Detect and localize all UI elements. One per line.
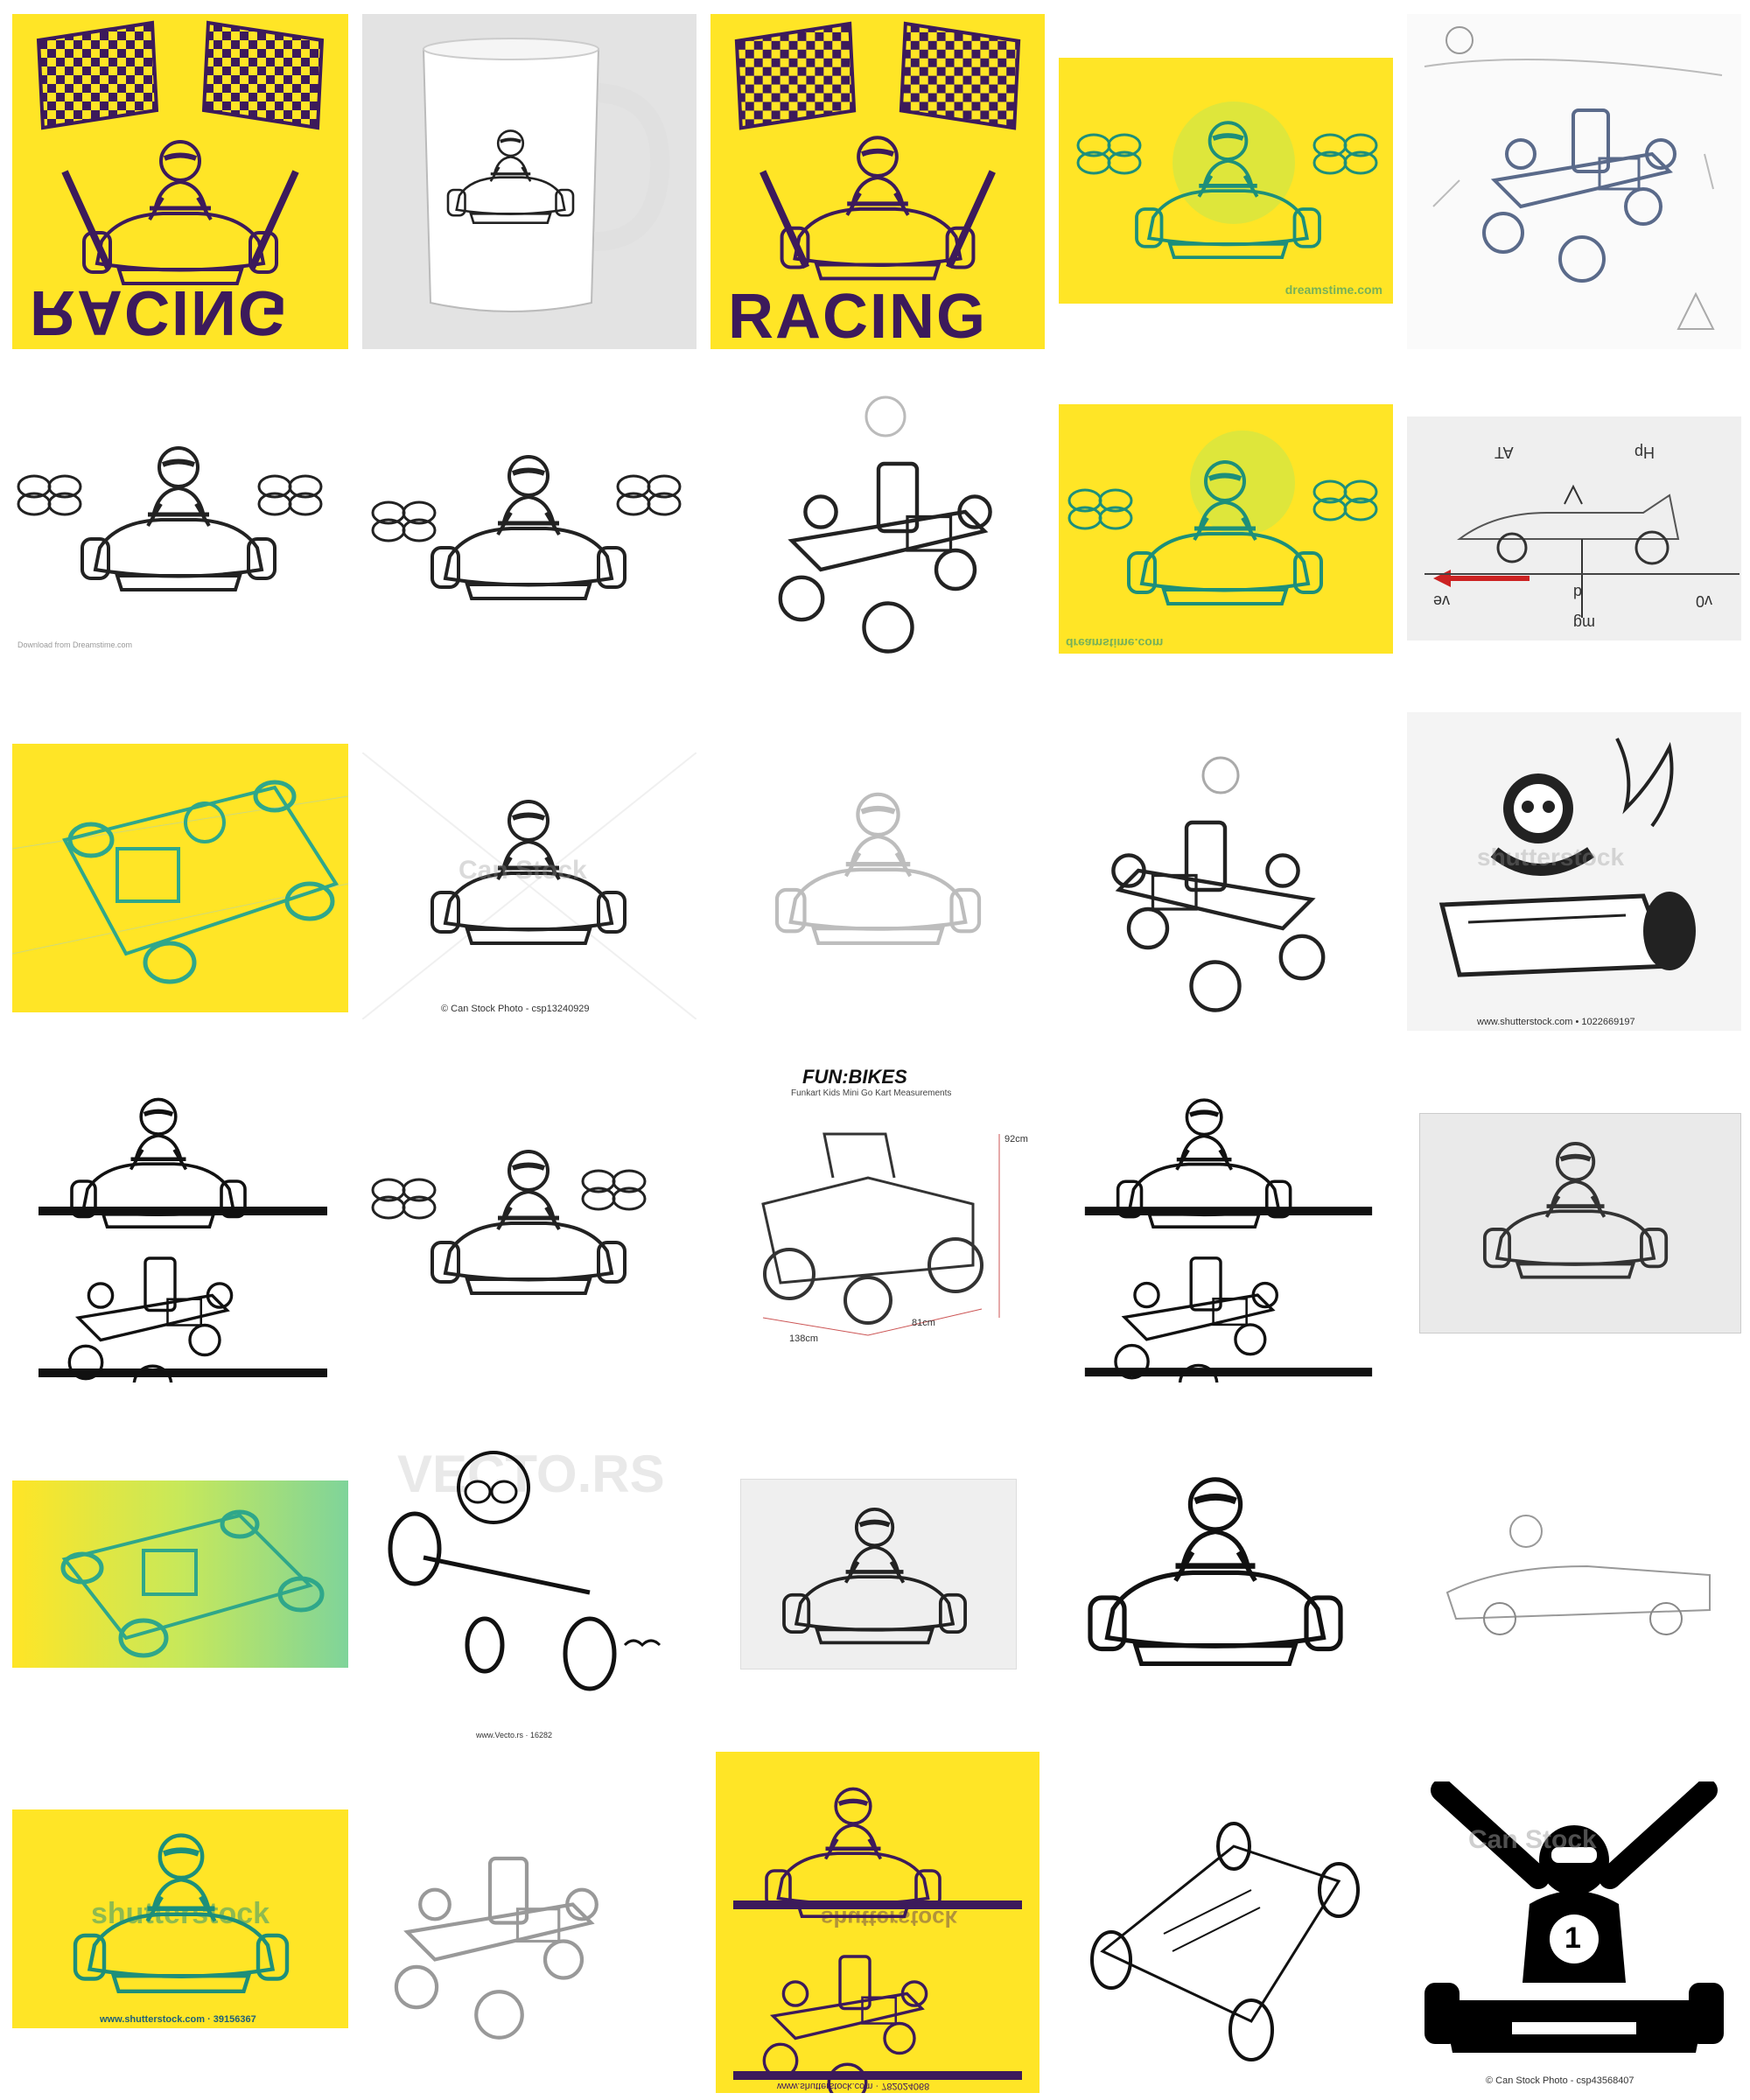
tile-kart-tires-white[interactable]: Download from Dreamstime.com bbox=[12, 408, 348, 653]
kart-faint-icon bbox=[710, 744, 1045, 1015]
kart-driver-icon bbox=[362, 752, 696, 1019]
physics-label-mg: mg bbox=[1573, 614, 1596, 632]
physics-label-ve: ve bbox=[1433, 592, 1451, 610]
brand-logo: FUN:BIKES bbox=[802, 1066, 907, 1088]
tile-kart-front[interactable] bbox=[1059, 1430, 1393, 1740]
tile-kart-driver-canstock[interactable]: Can Stock © Can Stock Photo - csp1324092… bbox=[362, 752, 696, 1019]
tile-buggy-kart[interactable] bbox=[1059, 1776, 1393, 2065]
tile-kart-sketch[interactable] bbox=[1407, 14, 1741, 349]
kart-tires-icon bbox=[371, 1094, 647, 1343]
checkered-flags-kart-icon bbox=[36, 20, 325, 349]
two-karts-icon bbox=[733, 1752, 1022, 2093]
caption: www.shutterstock.com • 1022669197 bbox=[1477, 1017, 1635, 1027]
tile-kart-tires-white-3[interactable] bbox=[362, 1094, 696, 1343]
tile-racing[interactable]: RACING bbox=[710, 14, 1045, 349]
buggy-kart-icon bbox=[1090, 1822, 1360, 2062]
winner-kart-icon bbox=[1424, 1782, 1724, 2053]
watermark: shutterstock bbox=[821, 1906, 958, 1932]
caption: www.shutterstock.com · 782024068 bbox=[777, 2081, 930, 2091]
dimension-length: 138cm bbox=[789, 1334, 819, 1344]
tile-kart-magnet[interactable] bbox=[740, 1479, 1017, 1670]
tile-two-karts-yellow[interactable]: shutterstock www.shutterstock.com · 7820… bbox=[716, 1752, 1040, 2093]
tile-kart-card[interactable] bbox=[1419, 1113, 1741, 1334]
physics-label-at: AT bbox=[1494, 444, 1514, 461]
physics-sketch-icon bbox=[1424, 484, 1740, 618]
racing-title-mirrored: RACING bbox=[30, 277, 289, 347]
kart-tires-icon bbox=[17, 408, 323, 653]
watermark: dreamstime.com bbox=[1066, 636, 1164, 650]
dimension-width: 81cm bbox=[912, 1318, 935, 1328]
watermark: dreamstime.com bbox=[1284, 283, 1382, 297]
kart-chassis-3d-icon bbox=[12, 780, 348, 984]
kart-tires-icon bbox=[371, 408, 682, 653]
caption: www.shutterstock.com · 39156367 bbox=[100, 2014, 256, 2025]
watermark: shutterstock bbox=[91, 1897, 270, 1930]
physics-label-hp: Hp bbox=[1634, 444, 1656, 461]
tile-kart-tires-white-2[interactable] bbox=[362, 408, 696, 653]
kart-number: 1 bbox=[1564, 1922, 1581, 1955]
kart-mug-icon bbox=[422, 38, 670, 312]
caption: Download from Dreamstime.com bbox=[18, 640, 133, 649]
subtitle: Funkart Kids Mini Go Kart Measurements bbox=[791, 1088, 952, 1098]
tile-kart-faint-2[interactable] bbox=[362, 1769, 696, 2067]
caption: © Can Stock Photo - csp13240929 bbox=[441, 1004, 590, 1014]
caption: www.Vecto.rs · 16282 bbox=[476, 1731, 553, 1740]
two-karts-icon bbox=[1084, 1062, 1373, 1382]
kart-tires-icon bbox=[1076, 102, 1378, 304]
dimension-height: 92cm bbox=[1004, 1134, 1028, 1144]
tile-two-karts[interactable] bbox=[12, 1062, 348, 1382]
tile-go-kart-frame-2[interactable] bbox=[1059, 740, 1393, 1025]
cartoon-kart-icon bbox=[388, 1451, 662, 1691]
checkered-flags-kart-icon bbox=[734, 21, 1021, 349]
kart-magnet-icon bbox=[741, 1480, 1016, 1669]
kart-tires-icon bbox=[1068, 430, 1378, 654]
watermark: shutterstock bbox=[1477, 844, 1625, 871]
kart-card-icon bbox=[1420, 1114, 1740, 1333]
tile-mug[interactable] bbox=[362, 14, 696, 349]
physics-label-d: d bbox=[1573, 584, 1583, 601]
tile-kart-faint[interactable] bbox=[710, 744, 1045, 1015]
tile-two-karts-2[interactable] bbox=[1059, 1062, 1393, 1382]
go-kart-frame-icon bbox=[710, 396, 1045, 670]
tile-kart-chassis-gradient[interactable] bbox=[12, 1480, 348, 1668]
tile-kart-yellow-tires[interactable]: dreamstime.com bbox=[1059, 58, 1393, 304]
physics-label-v0: v0 bbox=[1696, 592, 1713, 610]
watermark: Can Stock bbox=[458, 856, 587, 885]
kart-front-icon bbox=[1059, 1430, 1393, 1740]
tile-kart-chassis-3d[interactable] bbox=[12, 744, 348, 1012]
two-karts-icon bbox=[38, 1062, 327, 1382]
kart-side-sketch-icon bbox=[1446, 1515, 1711, 1635]
tile-cartoon-kart[interactable]: VECTO.RS www.Vecto.rs · 16282 bbox=[362, 1426, 696, 1743]
watermark: VECTO.RS bbox=[397, 1445, 665, 1503]
tile-skull-kart[interactable]: shutterstock www.shutterstock.com • 1022… bbox=[1407, 712, 1741, 1031]
tile-kart-yellow-tires-2[interactable]: dreamstime.com bbox=[1059, 404, 1393, 654]
racing-title: RACING bbox=[728, 282, 987, 349]
tile-physics-sketch[interactable]: AT Hp mg d ve v0 bbox=[1407, 416, 1741, 640]
kart-sketch-icon bbox=[1424, 26, 1723, 330]
skull-kart-icon bbox=[1438, 738, 1696, 977]
tile-go-kart-frame[interactable] bbox=[710, 390, 1045, 670]
mini-kart-icon bbox=[761, 1132, 1000, 1336]
watermark: Can Stock bbox=[1468, 1825, 1597, 1854]
tile-kart-outline-yellow[interactable]: shutterstock www.shutterstock.com · 3915… bbox=[12, 1810, 348, 2028]
go-kart-frame-icon bbox=[1059, 756, 1393, 1025]
tile-winner-kart[interactable]: 1 Can Stock © Can Stock Photo - csp43568… bbox=[1407, 1782, 1741, 2088]
caption: © Can Stock Photo - csp43568407 bbox=[1486, 2076, 1634, 2086]
kart-chassis-3d-icon bbox=[60, 1509, 325, 1658]
kart-faint-icon bbox=[362, 1769, 696, 2067]
tile-racing-mirrored[interactable]: RACING bbox=[12, 14, 348, 349]
tile-funbikes-kart[interactable]: FUN:BIKES Funkart Kids Mini Go Kart Meas… bbox=[710, 1055, 1045, 1376]
tile-kart-side-sketch[interactable] bbox=[1430, 1488, 1731, 1662]
